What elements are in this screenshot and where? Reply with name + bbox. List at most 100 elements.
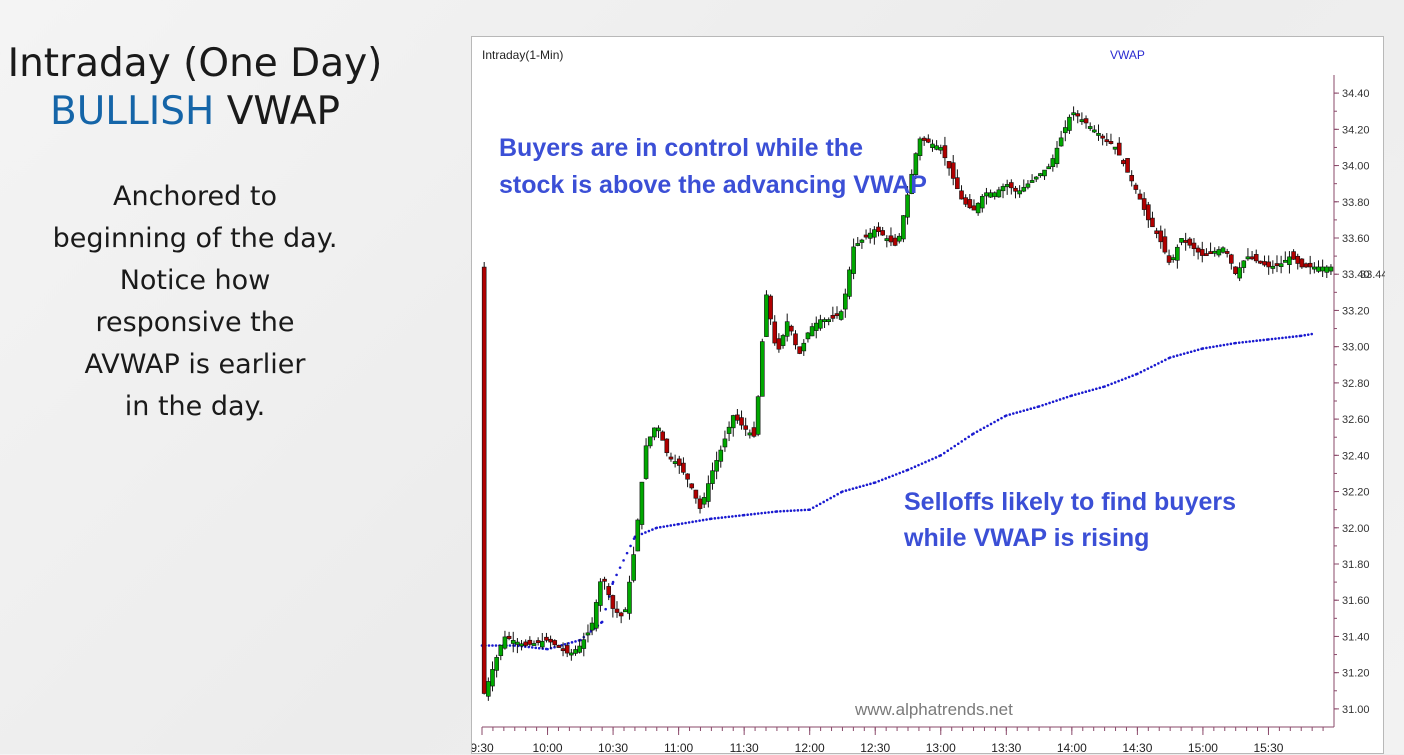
candle-up — [519, 643, 524, 647]
candle-down — [1266, 261, 1271, 268]
vwap-dot — [1117, 379, 1120, 383]
candle-up — [1038, 173, 1043, 176]
vwap-dot — [1055, 399, 1058, 402]
description-line: responsive the — [95, 307, 295, 338]
candle-up — [1282, 259, 1288, 263]
x-tick-label: 12:00 — [795, 741, 825, 755]
candle-up — [502, 636, 508, 649]
vwap-dot — [756, 512, 760, 515]
vwap-dot — [884, 477, 888, 480]
candle-down — [768, 295, 773, 320]
candle-up — [531, 643, 537, 646]
candle-up — [706, 483, 711, 502]
y-tick-label: 33.00 — [1342, 342, 1370, 354]
vwap-dot — [611, 580, 615, 584]
candle-up — [589, 622, 595, 631]
vwap-dot — [677, 522, 680, 526]
vwap-dot — [865, 483, 869, 487]
vwap-dot — [815, 504, 818, 508]
vwap-dot — [1267, 338, 1270, 341]
vwap-dot — [877, 479, 881, 483]
candle-down — [955, 177, 960, 190]
vwap-dot — [1226, 343, 1229, 346]
candle-up — [1071, 112, 1076, 116]
y-tick-label: 33.60 — [1342, 233, 1370, 245]
vwap-dot — [972, 432, 975, 435]
y-tick-label: 31.80 — [1342, 559, 1370, 571]
vwap-dot — [832, 494, 836, 498]
vwap-dot — [1127, 375, 1131, 379]
y-tick-label: 34.00 — [1342, 161, 1370, 173]
candle-up — [494, 657, 499, 671]
candle-down — [1158, 230, 1164, 243]
candle-down — [1116, 142, 1122, 156]
vwap-dot — [724, 515, 727, 519]
vwap-dot — [939, 454, 943, 457]
candle-down — [506, 635, 512, 639]
x-tick-label: 14:00 — [1057, 741, 1087, 755]
candle-down — [1137, 193, 1143, 200]
candle-up — [859, 239, 865, 243]
candle-down — [1125, 158, 1130, 173]
vwap-dot — [808, 508, 811, 511]
vwap-dot — [858, 485, 862, 489]
candle-down — [1208, 251, 1213, 255]
vwap-dot — [1164, 358, 1167, 362]
candle-up — [1017, 190, 1022, 195]
candle-up — [855, 243, 861, 246]
vwap-dot — [1025, 408, 1029, 411]
candle-up — [639, 481, 645, 525]
vwap-dot — [491, 644, 494, 647]
watermark: www.alphatrends.net — [854, 700, 1013, 719]
vwap-dot — [796, 509, 800, 512]
vwap-dot — [1157, 362, 1160, 365]
vwap-dot — [855, 486, 858, 489]
vwap-dot — [763, 511, 767, 515]
candle-down — [548, 638, 553, 643]
vwap-dot — [1136, 372, 1139, 376]
vwap-dot — [1048, 401, 1051, 405]
vwap-dot — [770, 510, 774, 514]
candle-up — [498, 645, 504, 656]
candle-up — [539, 641, 545, 648]
candle-up — [988, 192, 993, 198]
vwap-dot — [1146, 367, 1150, 370]
candle-up — [784, 321, 790, 337]
candle-up — [867, 232, 873, 239]
y-tick-label: 33.80 — [1342, 197, 1370, 209]
vwap-dot — [1124, 377, 1127, 380]
candle-down — [888, 235, 894, 243]
candle-up — [652, 427, 657, 438]
candle-down — [776, 338, 782, 350]
candle-up — [1245, 256, 1251, 260]
vwap-dot — [713, 517, 717, 520]
candle-up — [847, 269, 852, 297]
vwap-dot — [841, 490, 844, 493]
y-tick-label: 33.40 — [1342, 269, 1370, 281]
candle-down — [1195, 247, 1201, 253]
vwap-dot — [779, 509, 782, 513]
vwap-dot — [1277, 336, 1281, 340]
vwap-dot — [967, 435, 971, 439]
price-chart: Intraday(1-Min) VWAP 34.40 34.20 34.00 33.8… — [472, 48, 1385, 755]
candle-up — [872, 229, 877, 238]
candle-up — [1000, 186, 1006, 192]
vwap-dot — [1168, 356, 1172, 359]
vwap-dot — [960, 440, 964, 443]
candle-up — [1170, 257, 1176, 261]
candle-down — [618, 612, 624, 617]
candle-down — [1129, 175, 1135, 182]
candle-down — [660, 431, 665, 441]
candle-up — [1112, 146, 1118, 150]
candle-down — [527, 639, 533, 645]
candle-down — [946, 161, 952, 169]
candle-down — [1307, 262, 1313, 268]
vwap-dot — [894, 473, 898, 476]
candle-up — [1029, 180, 1035, 183]
vwap-dot — [767, 511, 770, 514]
candle-up — [643, 445, 649, 479]
vwap-dot — [1095, 387, 1098, 391]
candle-up — [515, 641, 520, 645]
vwap-dot — [705, 518, 708, 521]
vwap-dot — [644, 531, 647, 534]
